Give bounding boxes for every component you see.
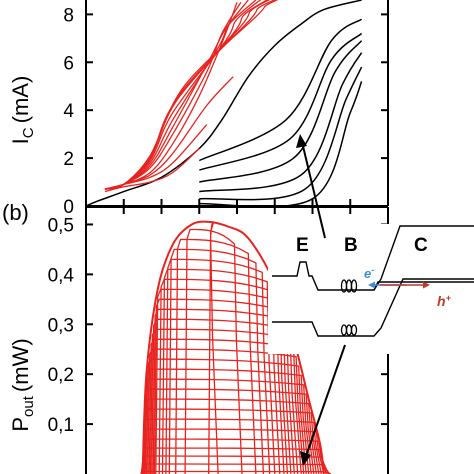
top-y-tick-label: 6 bbox=[63, 53, 74, 74]
top-series-black-line bbox=[199, 81, 363, 206]
top-y-tick-label: 0 bbox=[63, 197, 74, 218]
arrow-to-top-curve-head bbox=[296, 134, 307, 148]
panel-b-label: (b) bbox=[2, 200, 29, 225]
svg-text:Pout(mW): Pout (mW) bbox=[8, 338, 37, 431]
top-curves bbox=[86, 0, 363, 206]
band-diagram-inset: E B C e- h+ bbox=[268, 224, 474, 354]
panel-top: 0 2 4 6 8 IC (mA) bbox=[8, 0, 389, 218]
bottom-y-label: Pout (mW) bbox=[8, 338, 37, 431]
inset-background bbox=[268, 224, 474, 354]
top-series-black-line bbox=[199, 66, 363, 201]
top-y-label-main: I bbox=[8, 138, 33, 144]
bottom-y-tick-labels: 0,1 0,2 0,3 0,4 0,5 bbox=[48, 215, 388, 436]
top-y-tick-label: 4 bbox=[63, 101, 74, 122]
pointer-arrows bbox=[296, 134, 346, 466]
bottom-y-tick-label: 0,4 bbox=[48, 265, 75, 286]
top-series-black-line bbox=[86, 0, 362, 206]
quantum-well-bottom bbox=[340, 324, 358, 336]
top-series-red-line bbox=[104, 0, 279, 190]
bottom-envelope-line bbox=[141, 220, 325, 474]
top-series-black-line bbox=[198, 18, 363, 162]
electron-label: e- bbox=[364, 265, 374, 281]
top-y-tick-label: 8 bbox=[63, 5, 74, 26]
bottom-y-tick-label: 0,1 bbox=[48, 415, 74, 436]
top-series-red-line bbox=[104, 148, 200, 193]
label-emitter: E bbox=[296, 235, 309, 256]
top-y-tick-label: 2 bbox=[63, 149, 74, 170]
hole-arrow-head bbox=[423, 281, 430, 289]
bottom-y-label-sub: out bbox=[20, 395, 37, 417]
top-y-label-unit: (mA) bbox=[8, 76, 33, 124]
bottom-y-label-unit: (mW) bbox=[8, 338, 33, 392]
top-y-label-sub: C bbox=[20, 127, 37, 138]
top-series-red-line bbox=[104, 2, 238, 190]
bottom-series-line bbox=[175, 238, 257, 474]
bottom-y-label-main: P bbox=[8, 417, 33, 432]
top-plot-area bbox=[86, 0, 363, 206]
top-y-tick-labels: 0 2 4 6 8 bbox=[63, 5, 74, 218]
bottom-y-tick-label: 0,5 bbox=[48, 215, 74, 236]
valence-band bbox=[272, 278, 474, 337]
bottom-y-tick-label: 0,2 bbox=[48, 365, 74, 386]
arrow-to-bottom-curve-head bbox=[300, 451, 311, 466]
top-series-black-line bbox=[199, 32, 363, 171]
bottom-series-line bbox=[168, 248, 265, 474]
electron-arrow-head bbox=[368, 281, 375, 289]
top-series-red-line bbox=[104, 0, 271, 190]
top-series-black-line bbox=[199, 52, 363, 193]
bottom-y-tick-label: 0,3 bbox=[48, 315, 74, 336]
quantum-well-top bbox=[340, 279, 358, 293]
conduction-band bbox=[272, 225, 474, 291]
conduction-band-step bbox=[373, 281, 474, 291]
svg-text:IC(mA): IC (mA) bbox=[8, 76, 37, 145]
bottom-series-line bbox=[184, 228, 243, 474]
arrow-to-top-curve bbox=[301, 141, 326, 239]
label-base: B bbox=[344, 235, 358, 256]
arrow-to-bottom-curve bbox=[305, 344, 346, 457]
hole-label: h+ bbox=[437, 293, 452, 309]
top-series-red-line bbox=[104, 2, 242, 190]
top-series-black-line bbox=[199, 40, 363, 183]
top-y-label: IC (mA) bbox=[8, 76, 37, 145]
label-collector: C bbox=[414, 235, 428, 256]
bottom-series-line bbox=[208, 221, 219, 474]
